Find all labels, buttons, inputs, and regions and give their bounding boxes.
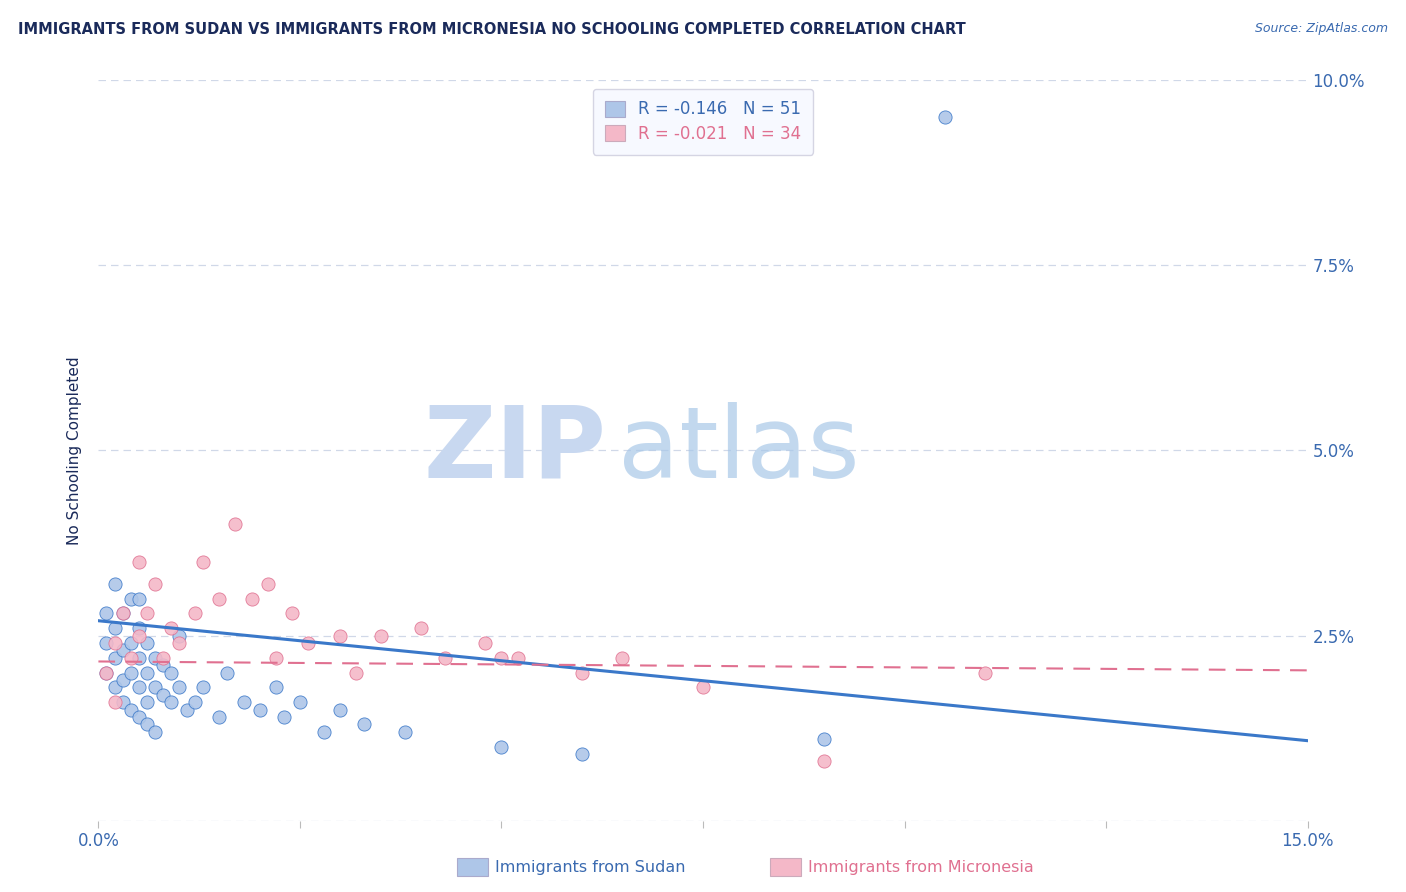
Point [103,621,125,635]
Point [232,695,254,709]
Point [176,703,198,717]
Point [152,688,174,702]
Point [103,650,125,665]
Point [434,650,457,665]
Point [167,636,190,650]
Point [96,665,118,680]
Point [409,621,432,635]
Point [692,681,714,695]
Point [813,732,835,747]
Text: ZIP: ZIP [423,402,606,499]
Point [111,607,134,621]
Point [249,703,271,717]
Point [167,628,190,642]
Point [143,650,166,665]
Point [281,607,304,621]
Point [224,517,246,532]
Point [111,607,134,621]
Point [264,650,287,665]
Point [143,724,166,739]
Point [103,695,125,709]
Point [571,747,593,761]
Point [370,628,392,642]
Point [135,607,157,621]
Point [111,643,134,657]
Point [128,710,150,724]
Text: atlas: atlas [619,402,860,499]
Point [353,717,375,731]
Text: Immigrants from Sudan: Immigrants from Sudan [495,860,685,874]
Point [152,658,174,673]
Point [103,681,125,695]
Point [297,636,319,650]
Point [974,665,997,680]
Text: Source: ZipAtlas.com: Source: ZipAtlas.com [1254,22,1388,36]
Point [135,695,157,709]
Point [193,554,215,569]
Text: IMMIGRANTS FROM SUDAN VS IMMIGRANTS FROM MICRONESIA NO SCHOOLING COMPLETED CORRE: IMMIGRANTS FROM SUDAN VS IMMIGRANTS FROM… [18,22,966,37]
Point [344,665,367,680]
Y-axis label: No Schooling Completed: No Schooling Completed [67,356,83,545]
Point [103,576,125,591]
Legend: R = -0.146   N = 51, R = -0.021   N = 34: R = -0.146 N = 51, R = -0.021 N = 34 [593,88,813,154]
Point [208,591,231,606]
Point [813,755,835,769]
Point [128,628,150,642]
Point [506,650,529,665]
Point [120,665,142,680]
Point [167,681,190,695]
Point [273,710,295,724]
Point [217,665,239,680]
Point [288,695,311,709]
Point [120,591,142,606]
Point [329,628,352,642]
Point [491,739,513,754]
Point [120,703,142,717]
Text: Immigrants from Micronesia: Immigrants from Micronesia [808,860,1035,874]
Point [128,681,150,695]
Point [143,681,166,695]
Point [128,621,150,635]
Point [474,636,496,650]
Point [491,650,513,665]
Point [128,591,150,606]
Point [96,665,118,680]
Point [184,695,207,709]
Point [143,576,166,591]
Point [103,636,125,650]
Point [96,636,118,650]
Point [329,703,352,717]
Point [208,710,231,724]
Point [193,681,215,695]
Point [152,650,174,665]
Point [612,650,634,665]
Point [160,695,183,709]
Point [256,576,278,591]
Point [934,110,956,124]
Point [120,636,142,650]
Point [135,717,157,731]
Point [571,665,593,680]
Point [160,621,183,635]
Point [314,724,336,739]
Point [128,650,150,665]
Point [264,681,287,695]
Point [111,673,134,687]
Point [394,724,416,739]
Point [184,607,207,621]
Point [128,554,150,569]
Point [135,665,157,680]
Point [111,695,134,709]
Point [120,650,142,665]
Point [96,607,118,621]
Point [160,665,183,680]
Point [240,591,263,606]
Point [135,636,157,650]
